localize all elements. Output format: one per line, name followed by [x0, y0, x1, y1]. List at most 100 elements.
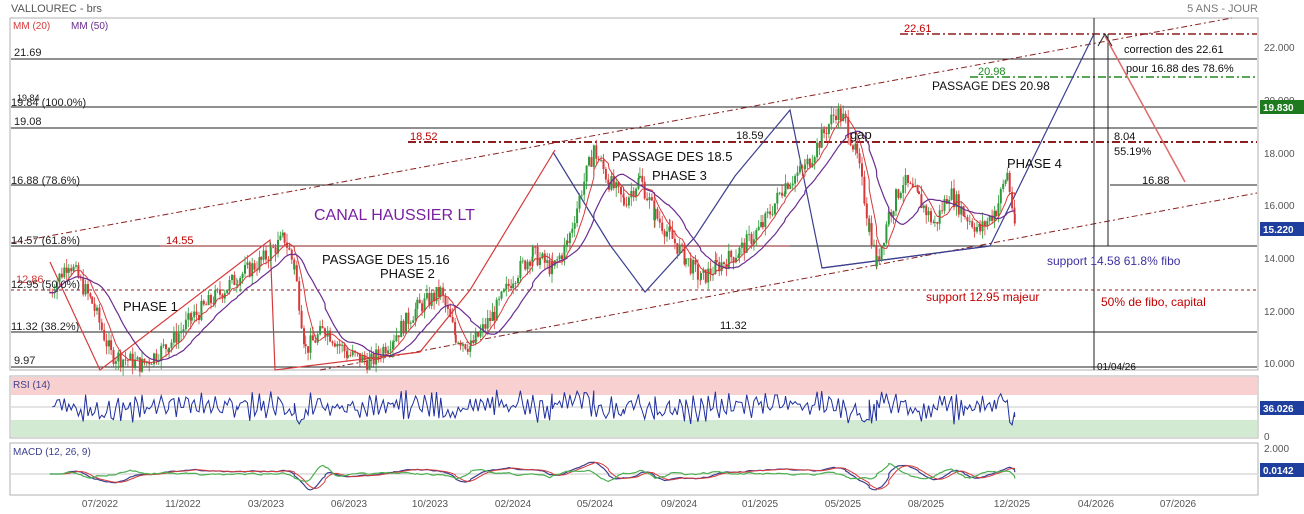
candle-body [233, 274, 236, 285]
candle-body [210, 295, 212, 304]
candle-body [801, 166, 804, 168]
candle-body [500, 291, 503, 299]
candle-body [82, 277, 85, 295]
candle-body [718, 262, 721, 272]
candle-body [451, 317, 454, 323]
candle-body [883, 242, 885, 247]
candle-body [820, 129, 823, 148]
x-tick: 12/2025 [994, 499, 1031, 510]
candle-body [314, 340, 317, 343]
candle-body [858, 153, 861, 164]
x-tick: 05/2024 [577, 499, 614, 510]
candle-body [709, 268, 712, 275]
chart-period: 5 ANS - JOUR [1187, 3, 1258, 15]
candle-body [823, 129, 826, 134]
candle-body [707, 268, 710, 283]
candle-body [267, 259, 270, 261]
candle-body [922, 205, 925, 209]
candle-body [189, 313, 192, 321]
candle-body [868, 223, 871, 232]
candle-body [546, 260, 549, 263]
candle-body [459, 342, 462, 346]
candle-body [740, 242, 743, 248]
candle-body [856, 143, 859, 154]
candle-body [253, 263, 256, 270]
badge-last-price [1260, 100, 1304, 114]
phase2-label: PHASE 2 [380, 266, 435, 281]
candle-body [773, 203, 776, 215]
candle-body [150, 364, 153, 365]
candle-body [138, 357, 141, 372]
support-1458-label: support 14.58 61.8% fibo [1047, 254, 1181, 268]
candle-body [136, 357, 139, 360]
x-tick: 07/2026 [1160, 499, 1197, 510]
date-label: 01/04/26 [1097, 362, 1136, 373]
candle-body [730, 250, 733, 258]
candle-body [298, 281, 301, 311]
x-tick: 09/2024 [661, 499, 698, 510]
candle-body [512, 283, 515, 289]
candle-body [704, 269, 707, 283]
level-2261-label: 22.61 [904, 23, 932, 35]
candle-body [519, 261, 522, 278]
passage-185-label: PASSAGE DES 18.5 [612, 149, 732, 164]
candle-body [916, 186, 919, 192]
candle-body [835, 115, 837, 120]
candle-body [265, 250, 267, 260]
candle-body [781, 192, 784, 196]
candle-body [409, 322, 412, 324]
passage-1516-label: PASSAGE DES 15.16 [322, 252, 450, 267]
candle-body [93, 303, 96, 311]
y-tick: 12.000 [1264, 307, 1295, 318]
candle-body [617, 182, 620, 187]
candle-body [469, 340, 472, 346]
candle-body [358, 353, 361, 363]
candle-body [395, 335, 398, 342]
candle-body [514, 283, 517, 284]
candle-body [397, 335, 400, 338]
candle-body [286, 242, 288, 248]
y-tick: 18.000 [1264, 149, 1295, 160]
candle-body [1008, 172, 1011, 192]
candle-body [909, 183, 912, 184]
candle-body [129, 353, 132, 361]
candle-body [190, 317, 193, 321]
candle-body [590, 157, 593, 167]
candle-body [839, 108, 842, 121]
candle-body [995, 211, 997, 217]
candle-body [323, 328, 326, 334]
macd-histogram [49, 462, 1016, 483]
candle-body [421, 303, 424, 312]
candle-body [576, 208, 579, 224]
candle-body [495, 299, 498, 321]
candle-body [597, 158, 600, 161]
rsi-panel [9, 375, 1259, 439]
candle-body [412, 320, 415, 323]
candle-body [966, 217, 969, 222]
candle-body [182, 329, 185, 332]
peak-arrow [1097, 33, 1113, 47]
y-tick: 16.000 [1264, 201, 1295, 212]
candle-body [96, 307, 98, 311]
candle-body [973, 227, 976, 232]
badge-macd [1260, 463, 1304, 477]
macd-title: MACD (12, 26, 9) [13, 447, 91, 458]
candle-body [416, 299, 419, 309]
candle-body [491, 311, 494, 321]
candle-body [981, 221, 984, 232]
candle-body [393, 341, 395, 343]
candle-body [776, 192, 779, 204]
candle-body [89, 293, 92, 297]
candle-body [607, 179, 610, 184]
candle-body [999, 189, 1002, 204]
candle-body [918, 191, 920, 195]
candle-body [281, 232, 284, 236]
candle-body [960, 206, 963, 215]
candle-body [472, 340, 475, 344]
candle-body [112, 350, 115, 364]
candle-body [105, 340, 108, 347]
candle-body [602, 160, 605, 169]
trend-support [821, 245, 991, 269]
candle-body [932, 222, 935, 224]
